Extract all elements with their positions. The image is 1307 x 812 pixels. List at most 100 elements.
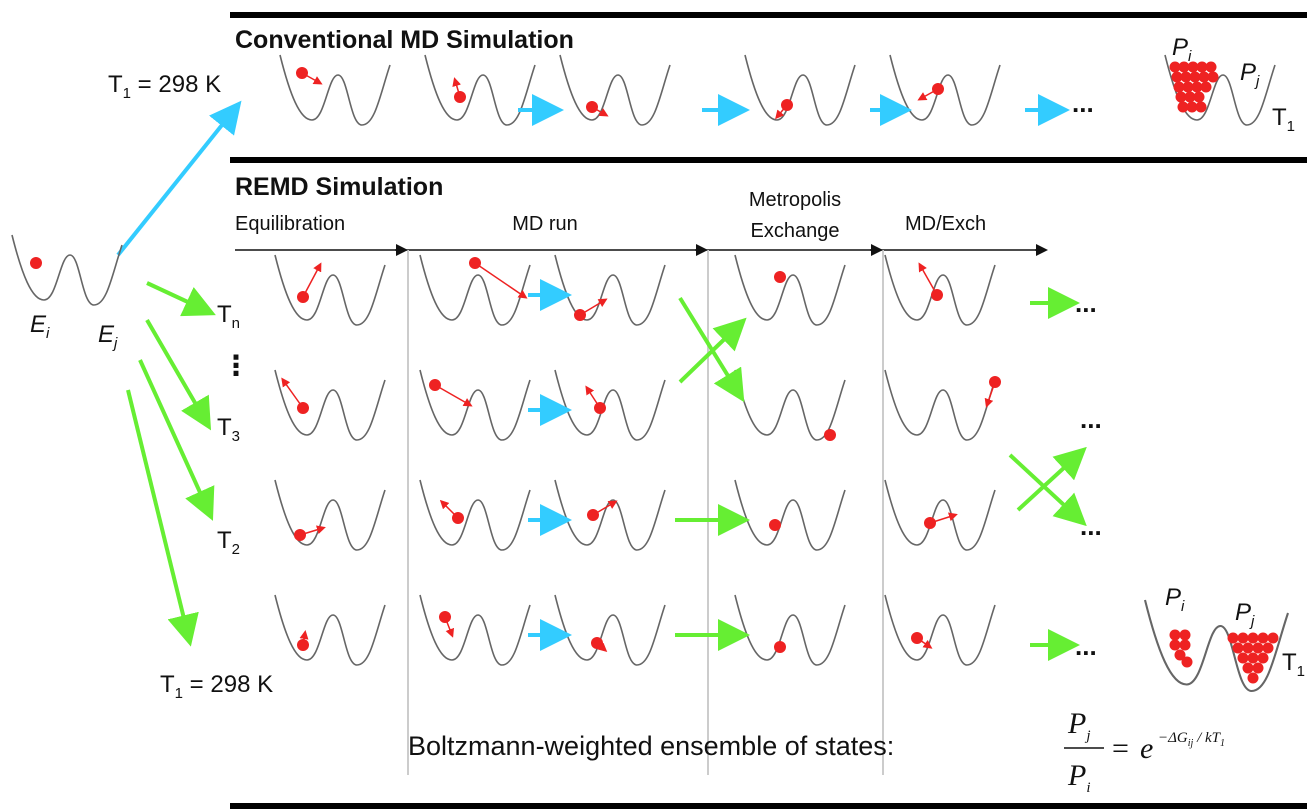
energy-well: [419, 479, 531, 551]
particle: [1193, 91, 1205, 103]
particle: [774, 641, 786, 653]
energy-well: [889, 54, 1001, 126]
well-curve: [554, 594, 666, 666]
ellipsis: ...: [1080, 511, 1102, 541]
particle: [1182, 81, 1194, 93]
well-curve: [744, 54, 856, 126]
p-sub: i: [1181, 598, 1185, 615]
arrow: [1016, 446, 1087, 512]
p-label: Pj: [1240, 59, 1260, 90]
particle: [1179, 629, 1191, 641]
p-sub: i: [1086, 780, 1090, 796]
p-sub: i: [1188, 48, 1192, 65]
energy-well: [554, 479, 666, 551]
arrow: [678, 296, 745, 403]
particle: [1169, 629, 1181, 641]
vdots: ⋮: [222, 350, 250, 381]
t-sub: 2: [232, 541, 240, 558]
particle: [452, 512, 464, 524]
particle: [1252, 662, 1264, 674]
section-title: Conventional MD Simulation: [235, 26, 574, 54]
well-curve: [419, 594, 531, 666]
energy-well: [1164, 54, 1276, 126]
well-curve: [559, 54, 671, 126]
temp-label: T1: [1282, 649, 1305, 680]
phase-label: MD/Exch: [905, 213, 986, 235]
particle: [296, 67, 308, 79]
particle: [1227, 632, 1239, 644]
particle: [1242, 662, 1254, 674]
particle: [1189, 71, 1201, 83]
phase-label: Metropolis: [749, 189, 841, 211]
e-sub: j: [112, 335, 118, 352]
energy-well: [554, 254, 666, 326]
particle: [1198, 71, 1210, 83]
exponent: −ΔGij / kT1: [1158, 730, 1225, 749]
t: T: [160, 671, 175, 698]
well-curve: [884, 369, 996, 441]
energy-label: Ej: [98, 321, 118, 352]
particle: [454, 91, 466, 103]
t-sub: 3: [232, 428, 240, 445]
well-curve: [419, 254, 531, 326]
well-curve: [734, 254, 846, 326]
well-curve: [884, 254, 996, 326]
phase-label: Exchange: [751, 220, 840, 242]
particle: [1179, 639, 1191, 651]
temp-label: T1: [1272, 104, 1295, 135]
well-curve: [419, 479, 531, 551]
exp-base: e: [1140, 732, 1153, 765]
particle: [1169, 61, 1181, 73]
particle: [1177, 101, 1189, 113]
particle: [1175, 91, 1187, 103]
particle: [931, 289, 943, 301]
particle: [297, 402, 309, 414]
ellipsis: ...: [1080, 404, 1102, 434]
velocity: [302, 262, 322, 298]
particle: [1200, 81, 1212, 93]
p: P: [1240, 59, 1256, 86]
t: T: [217, 301, 232, 328]
particle: [1180, 71, 1192, 83]
p-sub: j: [1249, 613, 1255, 630]
particle: [989, 376, 1001, 388]
well-curve: [11, 234, 123, 306]
denominator: Pi: [1067, 759, 1091, 796]
particle: [30, 257, 42, 269]
exp-sub: 1: [1220, 738, 1225, 749]
particle: [1257, 652, 1269, 664]
well-curve: [274, 479, 386, 551]
particle: [1237, 652, 1249, 664]
particle: [781, 99, 793, 111]
particle: [1247, 672, 1259, 684]
t-rest: = 298 K: [183, 671, 273, 698]
p: P: [1235, 599, 1251, 626]
well-curve: [274, 594, 386, 666]
particle: [924, 517, 936, 529]
e-sub: i: [46, 325, 50, 342]
energy-well: [884, 369, 1001, 441]
particle: [1207, 71, 1219, 83]
energy-well: [424, 54, 536, 126]
particle: [1247, 632, 1259, 644]
well-curve: [734, 594, 846, 666]
particle: [1181, 656, 1193, 668]
arrow: [138, 359, 215, 521]
footer-text: Boltzmann-weighted ensemble of states:: [408, 731, 894, 761]
well-curve: [1143, 599, 1289, 693]
e: E: [98, 321, 115, 348]
energy-well: [11, 234, 123, 306]
arrow: [146, 281, 216, 317]
p: P: [1067, 707, 1086, 740]
particle: [594, 402, 606, 414]
particle: [294, 529, 306, 541]
particle: [1174, 649, 1186, 661]
well-curve: [889, 54, 1001, 126]
e: E: [30, 311, 47, 338]
particle: [1242, 642, 1254, 654]
ellipsis: ...: [1075, 288, 1097, 318]
particle: [774, 271, 786, 283]
well-curve: [884, 594, 996, 666]
t-sub: 1: [1297, 663, 1305, 680]
